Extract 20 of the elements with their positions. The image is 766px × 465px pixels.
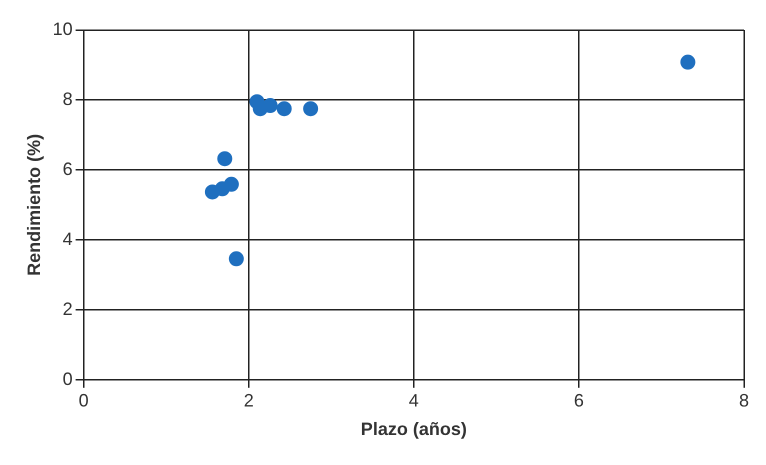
point xyxy=(228,251,244,266)
y-tick-label: 8 xyxy=(62,88,73,109)
y-tick-label: 4 xyxy=(62,228,73,249)
y-axis-title: Rendimiento (%) xyxy=(24,134,44,276)
x-tick-label: 2 xyxy=(244,390,254,411)
point xyxy=(262,98,278,114)
y-tick-label: 10 xyxy=(52,18,73,39)
x-axis-title: Plazo (años) xyxy=(360,419,467,440)
y-tick-label: 2 xyxy=(62,298,73,319)
point xyxy=(224,176,239,192)
point xyxy=(303,101,318,116)
point xyxy=(217,151,232,166)
y-tick-label: 6 xyxy=(62,158,73,179)
x-tick-label: 8 xyxy=(738,390,750,411)
x-tick-label: 0 xyxy=(78,390,89,411)
x-tick-label: 4 xyxy=(408,390,419,411)
x-tick-label: 6 xyxy=(574,390,584,411)
point xyxy=(680,54,696,70)
point xyxy=(276,101,292,116)
y-tick-label: 0 xyxy=(62,368,73,389)
